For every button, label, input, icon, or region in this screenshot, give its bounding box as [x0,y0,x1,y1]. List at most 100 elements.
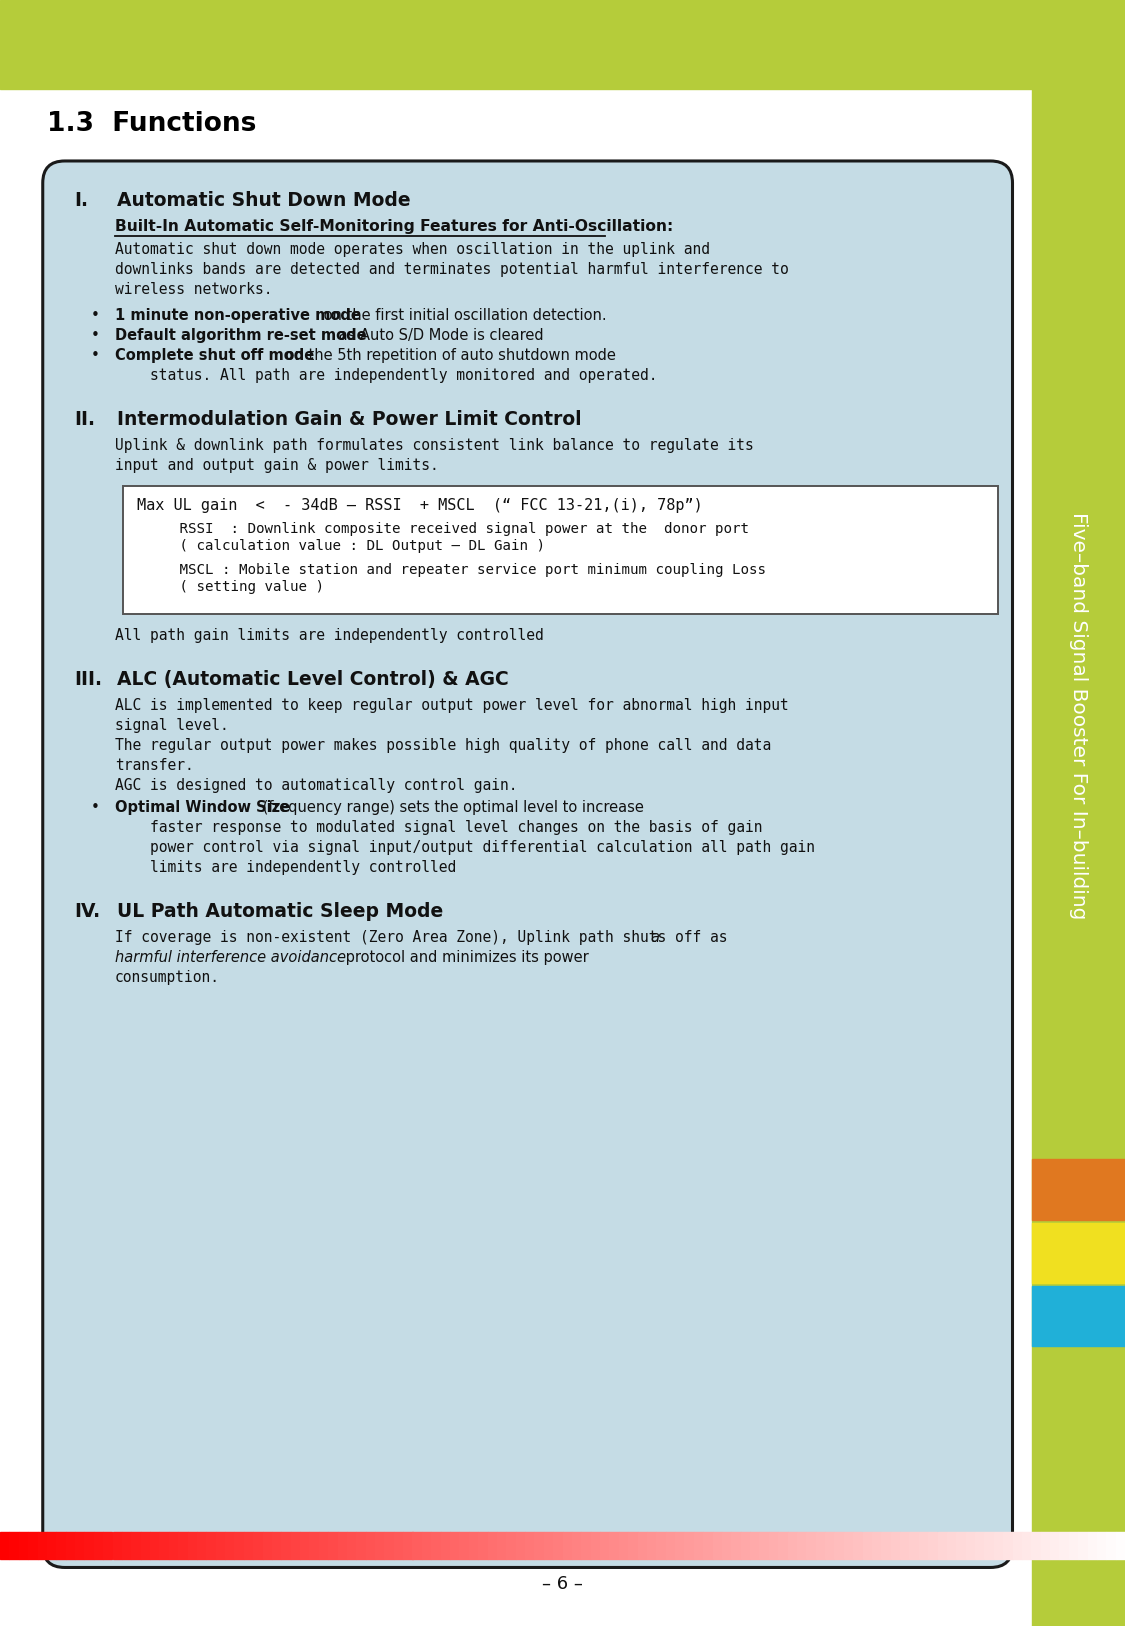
Text: limits are independently controlled: limits are independently controlled [115,860,456,875]
Bar [19,1532,28,1559]
Bar [346,1532,357,1559]
Text: Built-In Automatic Self-Monitoring Features for Anti-Oscillation:: Built-In Automatic Self-Monitoring Featu… [115,220,673,234]
Bar [1012,1532,1022,1559]
Bar [909,1532,919,1559]
Bar [684,1532,694,1559]
Bar [197,1532,206,1559]
Text: ( setting value ): ( setting value ) [137,579,324,593]
Bar [160,1532,169,1559]
Bar [600,1532,610,1559]
Text: Uplink & downlink path formulates consistent link balance to regulate its: Uplink & downlink path formulates consis… [115,437,754,454]
Text: Automatic shut down mode operates when oscillation in the uplink and: Automatic shut down mode operates when o… [115,242,710,257]
Text: 1.3  Functions: 1.3 Functions [47,111,256,137]
Bar [431,1532,441,1559]
Text: •: • [91,348,100,363]
Bar [328,1532,338,1559]
Bar [656,1532,666,1559]
Bar [441,1532,450,1559]
Text: Five–band Signal Booster For In–building: Five–band Signal Booster For In–building [1069,512,1088,919]
Bar [244,1532,253,1559]
Bar [881,1532,891,1559]
Bar [123,486,998,615]
Bar [188,1532,197,1559]
Text: on the 5th repetition of auto shutdown mode: on the 5th repetition of auto shutdown m… [281,348,615,363]
Text: – 6 –: – 6 – [542,1574,583,1593]
Bar [9,1532,19,1559]
Bar [422,1532,431,1559]
Bar [497,1532,506,1559]
Bar [638,1532,647,1559]
Bar [1032,1286,1125,1346]
Bar [759,1532,768,1559]
Bar [572,1532,582,1559]
Bar [750,1532,759,1559]
Bar [253,1532,262,1559]
Bar [309,1532,318,1559]
Bar [357,1532,366,1559]
Text: IV.: IV. [74,902,101,920]
Bar [807,1532,816,1559]
Bar [47,1532,56,1559]
Bar [300,1532,309,1559]
Text: The regular output power makes possible high quality of phone call and data: The regular output power makes possible … [115,738,771,753]
Bar [1004,1532,1012,1559]
Text: Automatic Shut Down Mode: Automatic Shut Down Mode [117,190,411,210]
Bar [132,1532,141,1559]
Bar [872,1532,881,1559]
Text: Default algorithm re-set mode: Default algorithm re-set mode [115,328,367,343]
Text: Max UL gain  <  - 34dB – RSSI  + MSCL  (“ FCC 13-21,(i), 78p”): Max UL gain < - 34dB – RSSI + MSCL (“ FC… [137,498,702,512]
Bar [628,1532,638,1559]
Bar [835,1532,844,1559]
Bar [554,1532,562,1559]
Bar [582,1532,591,1559]
Bar [1032,1159,1125,1220]
Bar [1032,0,1125,1626]
Bar [459,1532,469,1559]
Text: Optimal Window Size: Optimal Window Size [115,800,290,815]
Bar [928,1532,937,1559]
Bar [1106,1532,1116,1559]
Text: (frequency range) sets the optimal level to increase: (frequency range) sets the optimal level… [259,800,645,815]
Bar [891,1532,900,1559]
Bar [796,1532,807,1559]
Bar [731,1532,740,1559]
Bar [675,1532,684,1559]
Bar [338,1532,346,1559]
Text: consumption.: consumption. [115,971,219,985]
Bar [0,0,1125,89]
Bar [234,1532,244,1559]
Bar [122,1532,132,1559]
Text: signal level.: signal level. [115,719,228,733]
Bar [712,1532,722,1559]
Bar [216,1532,225,1559]
Bar [825,1532,835,1559]
Bar [956,1532,965,1559]
Bar [506,1532,515,1559]
Text: downlinks bands are detected and terminates potential harmful interference to: downlinks bands are detected and termina… [115,262,789,276]
Bar [375,1532,385,1559]
Text: If coverage is non-existent (Zero Area Zone), Uplink path shuts off as: If coverage is non-existent (Zero Area Z… [115,930,736,945]
Bar [1097,1532,1106,1559]
Text: All path gain limits are independently controlled: All path gain limits are independently c… [115,628,543,642]
Bar [0,1532,9,1559]
Bar [993,1532,1004,1559]
Bar [647,1532,656,1559]
Text: •: • [91,307,100,324]
Text: protocol and minimizes its power: protocol and minimizes its power [341,950,590,964]
Bar [1078,1532,1088,1559]
Bar [543,1532,554,1559]
Bar [272,1532,281,1559]
Bar [28,1532,37,1559]
Bar [778,1532,787,1559]
Bar [591,1532,600,1559]
Bar [478,1532,487,1559]
Text: input and output gain & power limits.: input and output gain & power limits. [115,459,439,473]
Bar [1060,1532,1069,1559]
Text: Complete shut off mode: Complete shut off mode [115,348,314,363]
Text: II.: II. [74,410,96,429]
Text: wireless networks.: wireless networks. [115,281,272,298]
Text: Intermodulation Gain & Power Limit Control: Intermodulation Gain & Power Limit Contr… [117,410,582,429]
Bar [318,1532,328,1559]
Bar [290,1532,300,1559]
Bar [1088,1532,1097,1559]
